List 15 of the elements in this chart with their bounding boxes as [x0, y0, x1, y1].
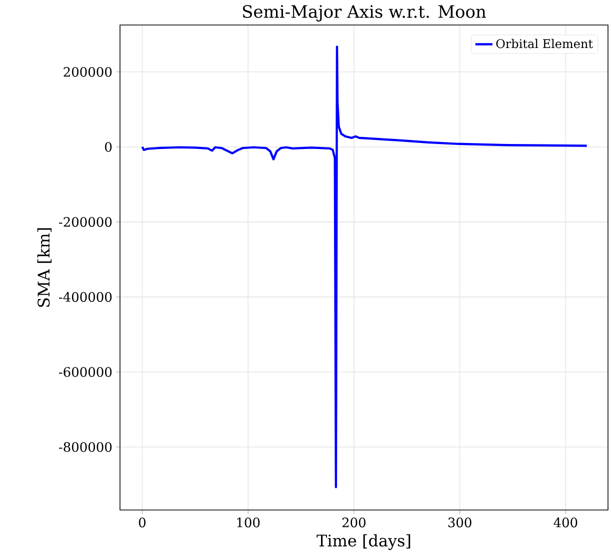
x-tick-label: 400: [554, 518, 578, 528]
x-tick-label: 100: [237, 518, 260, 528]
legend-label: Orbital Element: [496, 38, 593, 48]
y-tick-label: -400000: [59, 292, 112, 302]
y-axis-title: SMA [km]: [37, 228, 52, 307]
x-axis-title: Time [days]: [316, 534, 410, 550]
chart-title: Semi-Major Axis w.r.t. Moon: [242, 5, 486, 22]
x-tick-label: 300: [448, 518, 472, 528]
y-tick-label: 200000: [64, 66, 112, 77]
y-tick-label: -200000: [59, 217, 112, 227]
x-tick-label: 0: [138, 518, 146, 528]
y-tick-label: 0: [105, 142, 112, 152]
y-tick-label: -800000: [59, 442, 112, 452]
x-tick-label: 200: [342, 518, 366, 528]
y-tick-label: -600000: [59, 367, 112, 377]
